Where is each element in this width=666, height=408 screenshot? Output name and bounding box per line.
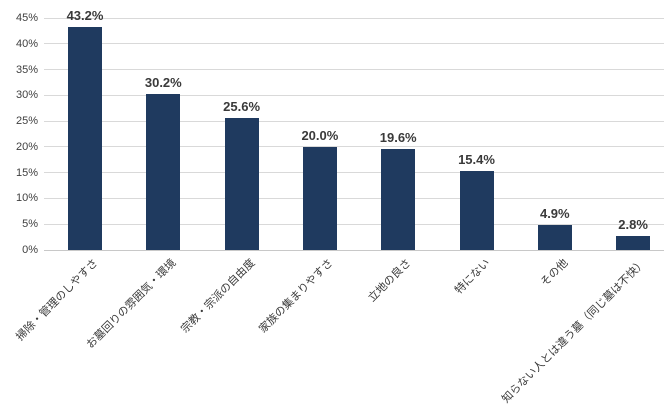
y-axis-tick-label: 15% (15, 166, 38, 179)
gridline (44, 43, 664, 45)
bar-value-label: 43.2% (66, 8, 104, 24)
y-axis-tick-label: 0% (22, 244, 38, 256)
category-label: 特にない (452, 257, 492, 297)
bar (459, 170, 494, 250)
bar-value-label: 19.6% (379, 129, 417, 145)
bar (537, 224, 572, 250)
bar (302, 146, 337, 250)
y-axis-tick-label: 25% (15, 115, 38, 128)
y-axis-tick-label: 30% (15, 89, 38, 102)
bar (381, 148, 416, 250)
bar-value-label: 30.2% (144, 75, 182, 91)
category-label: その他 (538, 257, 571, 289)
gridline (44, 197, 664, 199)
bar-value-label: 15.4% (458, 151, 495, 167)
bar-value-label: 4.9% (539, 205, 570, 221)
y-axis-tick-label: 5% (22, 218, 38, 231)
y-axis-tick-label: 35% (15, 63, 38, 76)
bar (146, 94, 181, 250)
gridline (44, 120, 664, 122)
bar-value-label: 20.0% (301, 127, 339, 143)
category-label: 立地の良さ (366, 257, 414, 305)
y-axis-tick-label: 10% (15, 192, 38, 205)
bar (68, 27, 102, 250)
category-label: お墓回りの雰囲気・環境 (84, 257, 179, 352)
category-label: 掃除・管理のしやすさ (14, 257, 101, 344)
gridline (44, 172, 664, 174)
bar (616, 235, 651, 250)
y-axis-tick-label: 20% (15, 140, 38, 153)
gridline (44, 69, 664, 71)
gridline (44, 17, 664, 19)
y-axis-tick-label: 40% (15, 37, 38, 50)
bar-value-label: 25.6% (223, 99, 261, 115)
bar-value-label: 2.8% (618, 216, 648, 232)
category-label: 知らない人とは違う墓（同じ墓は不快） (500, 257, 649, 406)
gridline (44, 94, 664, 96)
x-axis-line (44, 249, 664, 251)
category-label: 宗教・宗派の自由度 (178, 257, 258, 336)
gridline (44, 146, 664, 148)
bar (224, 118, 259, 250)
gridline (44, 223, 664, 225)
category-label: 家族の集まりやすさ (256, 257, 336, 336)
y-axis-tick-label: 45% (15, 12, 38, 24)
